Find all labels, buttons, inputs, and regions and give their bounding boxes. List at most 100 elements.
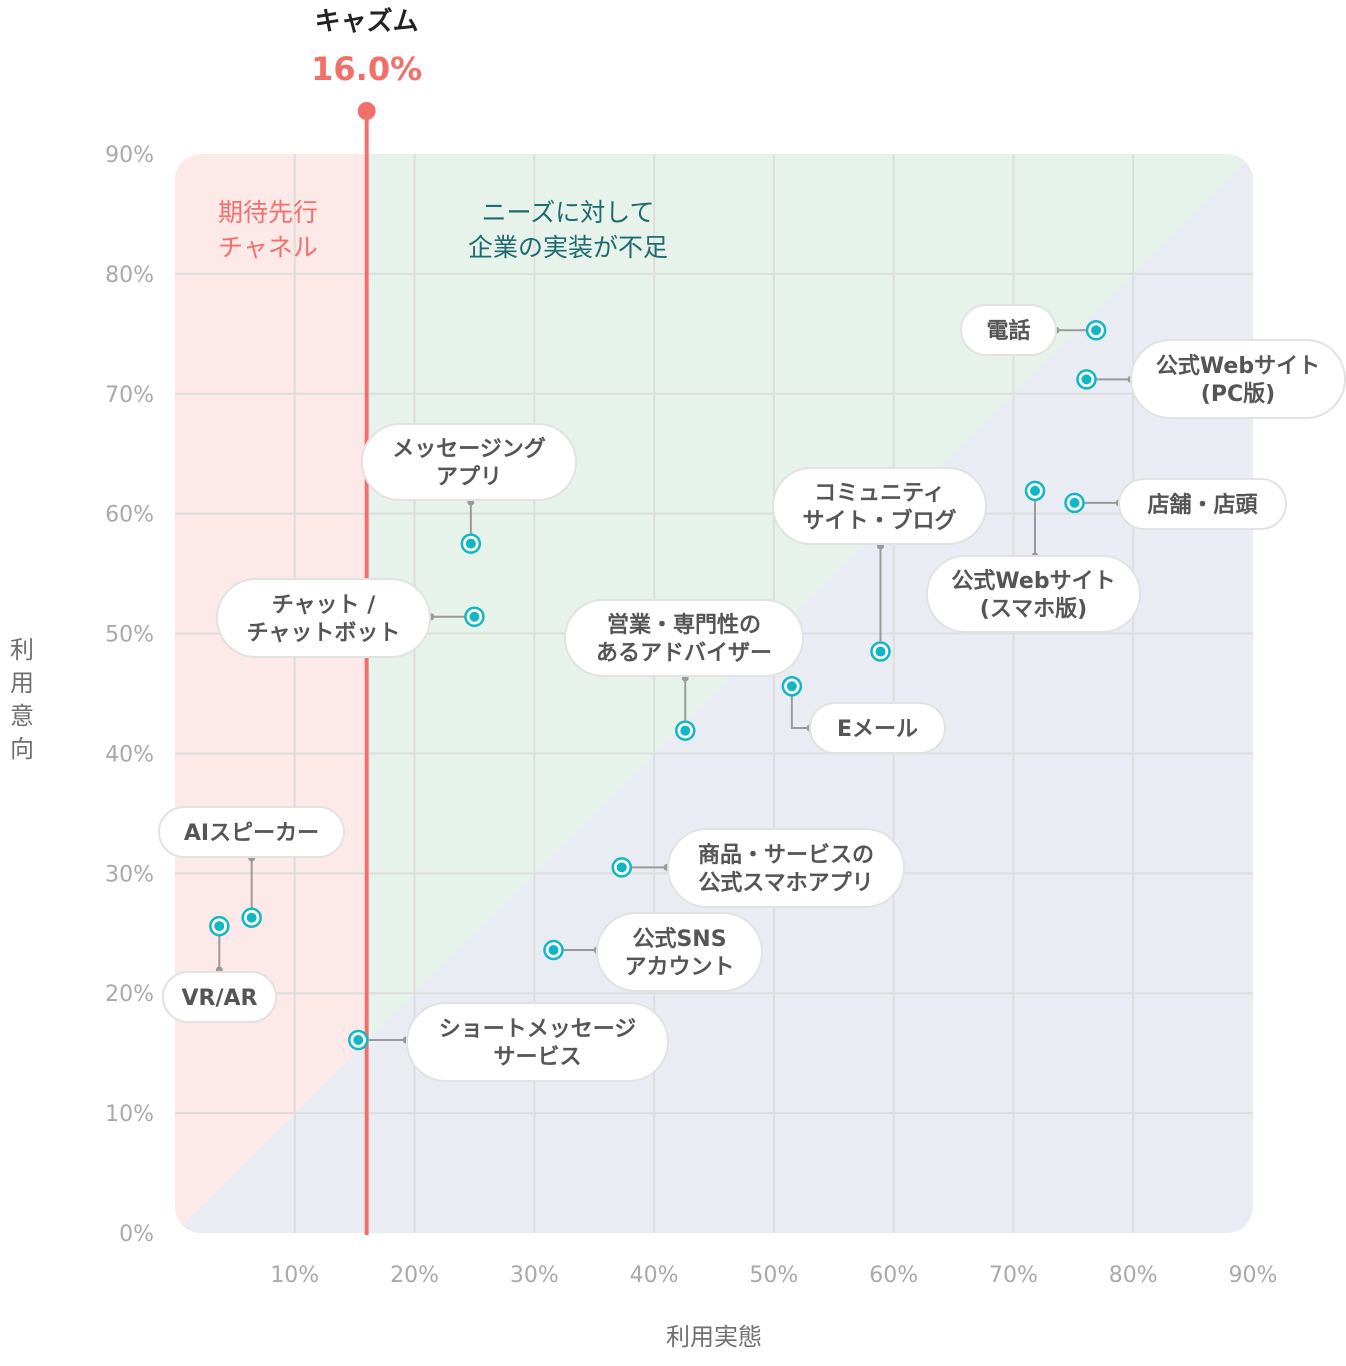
point-label: AIスピーカー xyxy=(184,821,319,846)
callout: VR/AR xyxy=(162,926,277,1023)
data-point xyxy=(1076,369,1097,390)
point-label-line: AIスピーカー xyxy=(184,821,319,846)
point-dot xyxy=(786,681,797,692)
label-box xyxy=(361,423,577,501)
callout: Eメール xyxy=(790,686,946,754)
region-needs-gap xyxy=(366,154,1253,1042)
point-label-line: (PC版) xyxy=(1201,382,1275,407)
y-tick-label: 20% xyxy=(105,982,154,1007)
point-label: 電話 xyxy=(986,318,1030,344)
point-label: チャット / チャットボット xyxy=(247,593,401,646)
label-box xyxy=(162,971,277,1023)
point-label-line: 電話 xyxy=(986,318,1030,344)
y-axis-label-char: 向 xyxy=(10,735,34,763)
region-expectation xyxy=(175,154,367,1233)
point-label: コミュニティサイト・ブログ xyxy=(802,481,956,534)
x-tick-label: 90% xyxy=(1229,1263,1278,1288)
point-label-line: 公式スマホアプリ xyxy=(698,871,873,896)
y-tick-label: 10% xyxy=(105,1102,154,1127)
label-box xyxy=(1118,478,1287,530)
callout: コミュニティサイト・ブログ xyxy=(772,467,987,652)
point-label-line: チャット / xyxy=(272,593,376,618)
callout: 公式Webサイト (PC版) xyxy=(1086,339,1346,419)
point-label: メッセージングアプリ xyxy=(392,436,546,490)
x-tick-label: 80% xyxy=(1109,1263,1158,1288)
data-points xyxy=(209,319,1107,1051)
plot-background xyxy=(175,154,1253,1233)
label-box xyxy=(667,828,905,908)
callout: 電話 xyxy=(960,304,1097,356)
point-label-line: 公式SNS xyxy=(632,927,726,952)
label-box xyxy=(960,304,1057,356)
region-label-expectation: 期待先行チャネル xyxy=(218,198,318,262)
label-box xyxy=(564,599,804,677)
data-point xyxy=(209,915,230,937)
point-label-line: 商品・サービスの xyxy=(698,842,874,868)
point-label: 店舗・店頭 xyxy=(1147,492,1258,518)
y-axis-label-char: 意 xyxy=(10,702,34,730)
point-label: 公式Webサイト (スマホ版) xyxy=(951,569,1115,622)
x-tick-label: 10% xyxy=(270,1263,319,1288)
data-point xyxy=(1064,492,1085,514)
point-dot xyxy=(1069,497,1080,508)
callout: 公式Webサイト (スマホ版) xyxy=(926,490,1141,633)
point-dot xyxy=(214,921,225,932)
point-dot xyxy=(875,646,886,657)
point-label-line: サービス xyxy=(493,1045,581,1070)
y-tick-label: 80% xyxy=(105,263,154,288)
y-tick-label: 30% xyxy=(105,862,154,887)
x-tick-label: 30% xyxy=(510,1263,559,1288)
label-box xyxy=(1130,339,1346,419)
label-box xyxy=(406,1002,669,1082)
y-tick-label: 40% xyxy=(105,742,154,767)
point-label-line: ショートメッセージ xyxy=(439,1017,637,1042)
point-dot xyxy=(680,725,691,736)
callout: 公式SNS アカウント xyxy=(553,912,763,992)
callout: メッセージングアプリ xyxy=(361,423,577,544)
x-tick-label: 60% xyxy=(869,1263,918,1288)
region-label-line: チャネル xyxy=(218,233,318,262)
point-label-line: サイト・ブログ xyxy=(802,508,956,534)
region-label-line: ニーズに対して xyxy=(481,198,654,227)
point-label: 商品・サービスの公式スマホアプリ xyxy=(698,842,874,896)
point-dot xyxy=(1081,374,1092,385)
chasm-title: キャズム xyxy=(315,6,419,37)
point-label-line: 営業・専門性の xyxy=(607,612,761,638)
data-point xyxy=(241,907,262,928)
point-label-line: メッセージング xyxy=(392,436,546,462)
label-box xyxy=(772,467,987,545)
point-label-line: Eメール xyxy=(837,717,918,742)
point-dot xyxy=(616,862,627,873)
label-box xyxy=(596,912,763,992)
point-dot xyxy=(246,912,257,923)
x-axis-label: 利用実態 xyxy=(666,1323,762,1351)
y-axis-label-char: 用 xyxy=(10,669,34,697)
label-box xyxy=(158,806,345,858)
point-dot xyxy=(469,611,480,622)
callout: チャット / チャットボット xyxy=(216,578,475,658)
point-label-line: あるアドバイザー xyxy=(596,641,772,666)
region-label-line: 期待先行 xyxy=(218,198,318,227)
point-label: Eメール xyxy=(837,717,918,742)
data-point xyxy=(611,857,633,878)
point-dot xyxy=(1091,325,1102,336)
point-label-line: 公式Webサイト xyxy=(951,569,1115,594)
callout: ショートメッセージサービス xyxy=(358,1002,669,1082)
data-point xyxy=(870,641,891,662)
data-point xyxy=(1085,319,1107,341)
point-label-line: アプリ xyxy=(436,465,502,490)
y-tick-label: 50% xyxy=(105,623,154,648)
point-label: 公式Webサイト (PC版) xyxy=(1156,354,1320,407)
point-label-line: 公式Webサイト xyxy=(1156,354,1320,379)
data-point xyxy=(675,720,696,741)
label-box xyxy=(216,578,431,658)
region-lower-left xyxy=(175,1041,367,1233)
label-box xyxy=(809,702,946,754)
y-tick-label: 70% xyxy=(105,383,154,408)
point-label: 公式SNS アカウント xyxy=(624,927,734,980)
y-tick-label: 60% xyxy=(105,503,154,528)
region-label-needs-gap: ニーズに対して企業の実装が不足 xyxy=(468,198,668,262)
point-label: VR/AR xyxy=(182,986,258,1011)
point-label-line: コミュニティ xyxy=(814,481,945,506)
